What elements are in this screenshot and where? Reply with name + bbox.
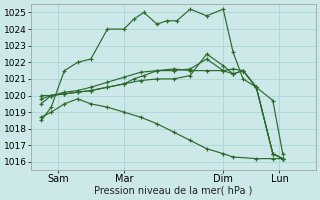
X-axis label: Pression niveau de la mer( hPa ): Pression niveau de la mer( hPa ) [94,186,253,196]
